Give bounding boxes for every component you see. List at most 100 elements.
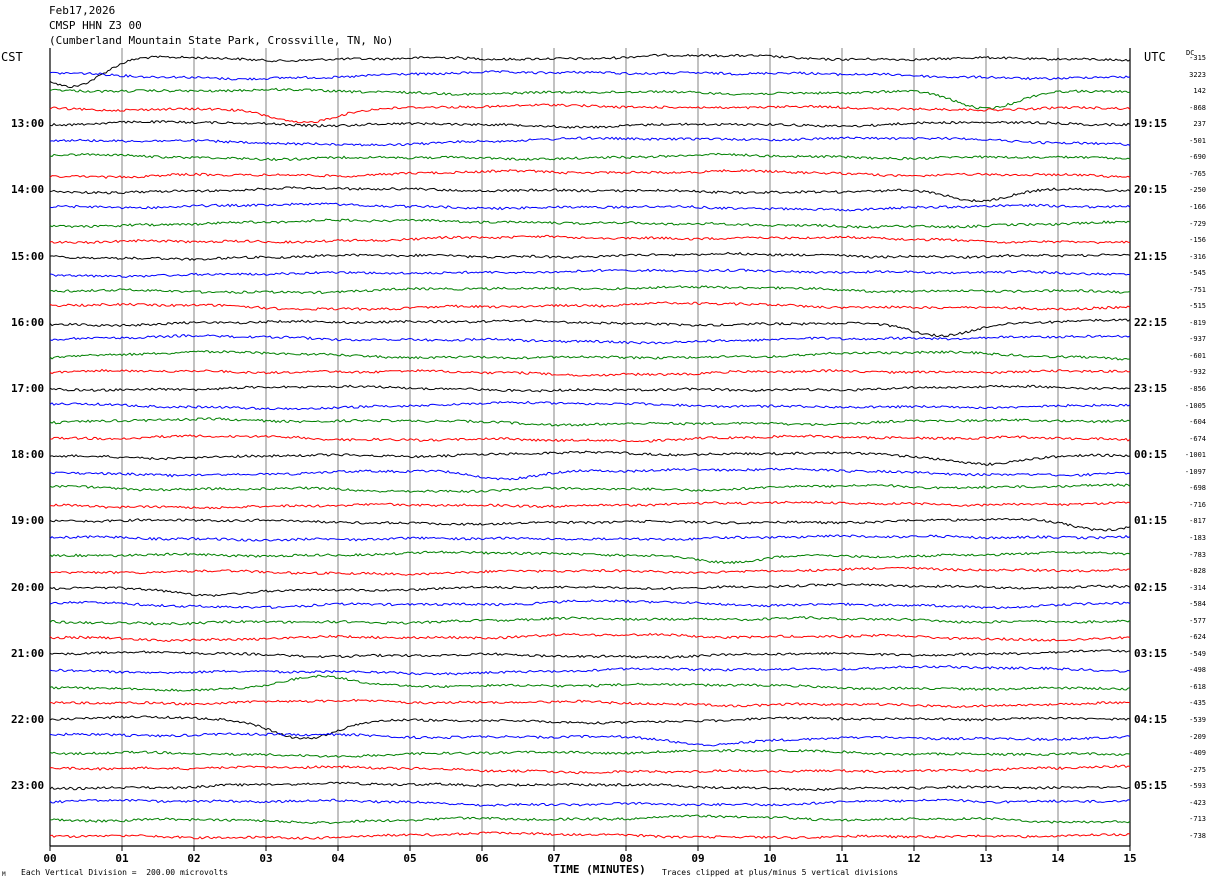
left-hour-label: 16:00 <box>11 315 45 329</box>
trace-29 <box>49 517 1131 532</box>
dc-offset-value: -765 <box>1189 169 1206 178</box>
dc-offset-value: -856 <box>1189 385 1206 393</box>
minute-gridlines <box>49 48 1131 846</box>
x-tick-label-03: 03 <box>259 852 272 865</box>
dc-offset-value: -716 <box>1189 500 1206 509</box>
trace-39 <box>49 674 1131 692</box>
trace-36 <box>49 632 1131 642</box>
left-hour-label: 21:00 <box>11 646 45 660</box>
dc-offset-value: -501 <box>1189 136 1206 145</box>
x-tick-label-09: 09 <box>691 852 704 865</box>
dc-offset-value: -1001 <box>1184 451 1206 460</box>
x-tick-label-07: 07 <box>547 852 560 865</box>
trace-18 <box>49 334 1131 345</box>
trace-19 <box>49 350 1131 361</box>
trace-2 <box>49 70 1131 81</box>
trace-47 <box>49 814 1131 825</box>
dc-offset-value: -250 <box>1189 186 1206 195</box>
trace-15 <box>49 285 1131 295</box>
trace-34 <box>49 599 1131 610</box>
trace-27 <box>49 483 1131 494</box>
dc-offset-value: -156 <box>1189 236 1206 245</box>
trace-21 <box>49 384 1131 393</box>
right-hour-label: 22:15 <box>1134 315 1168 329</box>
corner-mark: M <box>2 871 6 878</box>
right-hour-label: 21:15 <box>1134 249 1168 263</box>
record-date: Feb17,2026 <box>49 4 116 17</box>
trace-6 <box>49 136 1131 147</box>
trace-24 <box>49 434 1131 443</box>
x-tick-label-06: 06 <box>475 852 489 865</box>
trace-10 <box>49 202 1131 212</box>
x-tick-label-14: 14 <box>1051 852 1065 865</box>
dc-offset-value: -584 <box>1189 600 1206 609</box>
dc-offset-value: -674 <box>1189 434 1206 443</box>
dc-offset-value: -498 <box>1189 666 1206 675</box>
trace-46 <box>49 798 1131 807</box>
dc-offset-value: -601 <box>1189 351 1206 360</box>
dc-offset-value: -316 <box>1189 252 1206 261</box>
trace-28 <box>49 500 1131 510</box>
right-timezone-label: UTC <box>1144 50 1166 64</box>
trace-16 <box>49 301 1131 311</box>
left-hour-label: 22:00 <box>11 713 45 726</box>
right-hour-label: 03:15 <box>1134 646 1168 660</box>
dc-offset-value: -828 <box>1189 567 1206 576</box>
dc-offset-value: -315 <box>1189 54 1206 62</box>
trace-41 <box>49 715 1131 740</box>
trace-1 <box>49 53 1131 89</box>
dc-offset-value: -435 <box>1189 699 1206 708</box>
trace-3 <box>49 87 1131 110</box>
seismic-traces <box>49 53 1131 840</box>
dc-offset-value: -549 <box>1189 649 1206 658</box>
trace-44 <box>49 764 1131 775</box>
trace-35 <box>49 616 1131 626</box>
trace-33 <box>49 583 1131 598</box>
dc-offset-value: -1005 <box>1184 401 1206 410</box>
dc-offset-value: 237 <box>1193 120 1206 129</box>
dc-offset-header: DC <box>1186 49 1195 57</box>
trace-40 <box>49 698 1131 709</box>
x-tick-label-01: 01 <box>115 852 129 865</box>
trace-5 <box>49 119 1131 129</box>
trace-30 <box>49 534 1131 542</box>
dc-offset-value: -819 <box>1189 318 1206 327</box>
trace-17 <box>49 318 1131 338</box>
dc-offset-value: -423 <box>1189 798 1206 807</box>
trace-37 <box>49 649 1131 659</box>
dc-offset-value: -515 <box>1189 302 1206 311</box>
trace-25 <box>49 450 1131 466</box>
trace-8 <box>49 169 1131 179</box>
trace-38 <box>49 665 1131 676</box>
right-hour-label: 19:15 <box>1134 117 1168 131</box>
trace-12 <box>49 234 1131 245</box>
x-tick-label-02: 02 <box>187 852 200 865</box>
left-hour-label: 18:00 <box>11 448 45 462</box>
left-hour-label: 20:00 <box>11 580 45 594</box>
left-timezone-label: CST <box>1 50 23 64</box>
dc-offset-value: -751 <box>1189 285 1206 294</box>
x-tick-label-13: 13 <box>979 852 992 865</box>
x-tick-label-08: 08 <box>619 852 632 865</box>
trace-4 <box>49 103 1131 124</box>
dc-offset-value: -314 <box>1189 583 1206 592</box>
trace-45 <box>49 781 1131 792</box>
dc-offset-value: -738 <box>1189 831 1206 840</box>
right-hour-label: 01:15 <box>1134 514 1168 528</box>
dc-offset-value: -577 <box>1189 616 1206 625</box>
trace-32 <box>49 566 1131 576</box>
trace-43 <box>49 748 1131 758</box>
trace-7 <box>49 152 1131 162</box>
dc-offset-value: -729 <box>1189 219 1206 228</box>
x-tick-label-05: 05 <box>403 852 416 865</box>
x-axis-title: TIME (MINUTES) <box>553 863 646 876</box>
clipping-note: Traces clipped at plus/minus 5 vertical … <box>662 868 899 877</box>
dc-offset-value: -817 <box>1189 517 1206 526</box>
dc-offset-value: -618 <box>1189 682 1206 691</box>
dc-offset-value: -604 <box>1189 418 1206 427</box>
left-hour-label: 19:00 <box>11 514 45 528</box>
right-hour-label: 04:15 <box>1134 713 1168 726</box>
dc-offset-value: -275 <box>1189 765 1206 774</box>
trace-20 <box>49 368 1131 377</box>
